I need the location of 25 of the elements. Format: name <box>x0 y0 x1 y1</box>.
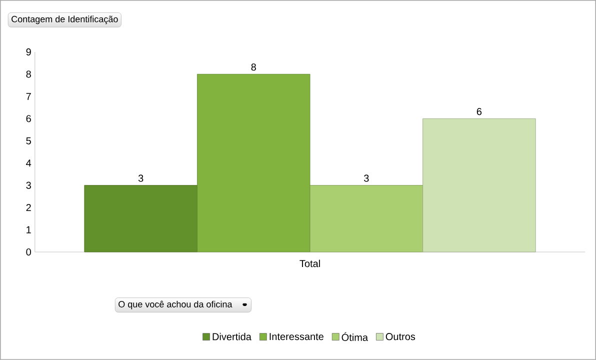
y-tick-label: 0 <box>26 248 31 256</box>
data-label: 6 <box>476 108 482 116</box>
bar <box>422 118 536 252</box>
legend-label: Divertida <box>212 332 252 340</box>
legend-title: O que você achou da oficina <box>118 300 232 310</box>
y-tick-label: 8 <box>26 70 31 78</box>
y-tick-label: 4 <box>26 160 32 167</box>
y-tick-label: 3 <box>26 182 31 189</box>
bar <box>310 185 423 252</box>
legend-label: Interessante <box>270 333 324 340</box>
legend-label: Outros <box>386 333 416 340</box>
y-tick-label: 1 <box>26 226 31 234</box>
y-tick-label: 2 <box>26 204 31 212</box>
bar <box>84 185 198 252</box>
chart-title: Contagem de Identificação <box>12 16 118 24</box>
y-tick-label: 9 <box>26 48 31 56</box>
y-tick-label: 6 <box>26 115 31 122</box>
bar <box>197 74 310 252</box>
x-tick-label: Total <box>300 260 320 268</box>
data-label: 3 <box>138 174 144 182</box>
data-label: 8 <box>251 64 256 71</box>
y-tick-label: 5 <box>26 137 31 144</box>
y-tick-label: 7 <box>26 92 31 100</box>
legend-label: Ótima <box>342 332 368 342</box>
data-label: 3 <box>364 174 369 182</box>
